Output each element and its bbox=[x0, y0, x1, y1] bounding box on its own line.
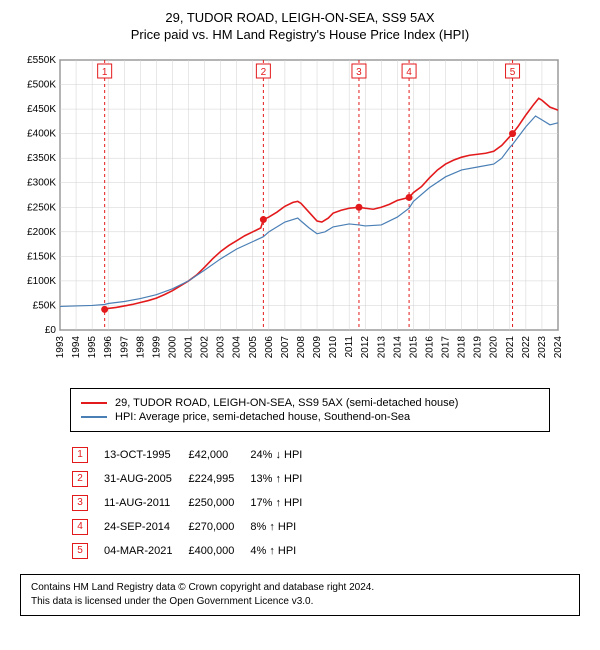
sale-price: £224,995 bbox=[188, 468, 248, 490]
svg-text:2003: 2003 bbox=[216, 336, 227, 359]
svg-text:2016: 2016 bbox=[424, 336, 435, 359]
svg-text:2011: 2011 bbox=[344, 336, 355, 358]
legend-swatch-property bbox=[81, 402, 107, 404]
svg-text:2004: 2004 bbox=[232, 336, 243, 359]
sale-date: 31-AUG-2005 bbox=[104, 468, 186, 490]
price-chart: £0 £50K £100K £150K £200K £250K £300K £350K £400… bbox=[10, 50, 570, 380]
svg-text:£400K: £400K bbox=[27, 129, 56, 140]
svg-text:3: 3 bbox=[356, 67, 362, 78]
sales-row: 2 31-AUG-2005£224,99513% ↑ HPI bbox=[72, 468, 316, 490]
svg-text:2002: 2002 bbox=[200, 336, 211, 359]
svg-text:2024: 2024 bbox=[553, 336, 564, 359]
svg-text:1994: 1994 bbox=[71, 336, 82, 359]
svg-text:2008: 2008 bbox=[296, 336, 307, 359]
svg-text:£350K: £350K bbox=[27, 153, 56, 164]
legend-swatch-hpi bbox=[81, 416, 107, 418]
sale-marker-2: 2 bbox=[72, 471, 88, 487]
sales-row: 3 11-AUG-2011£250,00017% ↑ HPI bbox=[72, 492, 316, 514]
svg-text:2005: 2005 bbox=[248, 336, 259, 359]
svg-text:2000: 2000 bbox=[167, 336, 178, 359]
svg-text:2014: 2014 bbox=[392, 336, 403, 359]
svg-text:1993: 1993 bbox=[55, 336, 66, 359]
svg-text:2020: 2020 bbox=[489, 336, 500, 359]
svg-text:2017: 2017 bbox=[441, 336, 452, 359]
svg-text:2019: 2019 bbox=[473, 336, 484, 359]
sale-marker-1: 1 bbox=[72, 447, 88, 463]
svg-text:£450K: £450K bbox=[27, 104, 56, 115]
svg-text:2009: 2009 bbox=[312, 336, 323, 359]
svg-text:5: 5 bbox=[510, 67, 516, 78]
svg-text:2010: 2010 bbox=[328, 336, 339, 359]
svg-text:2023: 2023 bbox=[537, 336, 548, 359]
sale-price: £42,000 bbox=[188, 444, 248, 466]
svg-text:£300K: £300K bbox=[27, 178, 56, 189]
attribution-footer: Contains HM Land Registry data © Crown c… bbox=[20, 574, 580, 616]
sale-date: 04-MAR-2021 bbox=[104, 540, 186, 562]
footer-line-2: This data is licensed under the Open Gov… bbox=[31, 595, 569, 609]
sale-delta: 24% ↓ HPI bbox=[250, 444, 316, 466]
sale-date: 13-OCT-1995 bbox=[104, 444, 186, 466]
sale-price: £400,000 bbox=[188, 540, 248, 562]
sale-delta: 4% ↑ HPI bbox=[250, 540, 316, 562]
sale-delta: 8% ↑ HPI bbox=[250, 516, 316, 538]
sale-date: 11-AUG-2011 bbox=[104, 492, 186, 514]
svg-text:2012: 2012 bbox=[360, 336, 371, 359]
sale-marker-4: 4 bbox=[72, 519, 88, 535]
svg-text:£100K: £100K bbox=[27, 276, 56, 287]
chart-title-main: 29, TUDOR ROAD, LEIGH-ON-SEA, SS9 5AX bbox=[10, 10, 590, 25]
svg-text:2013: 2013 bbox=[376, 336, 387, 359]
sales-row: 5 04-MAR-2021£400,0004% ↑ HPI bbox=[72, 540, 316, 562]
chart-container: £0 £50K £100K £150K £200K £250K £300K £350K £400… bbox=[10, 50, 590, 380]
legend-row-hpi: HPI: Average price, semi-detached house,… bbox=[81, 411, 539, 423]
svg-text:2021: 2021 bbox=[505, 336, 516, 359]
legend-label-property: 29, TUDOR ROAD, LEIGH-ON-SEA, SS9 5AX (s… bbox=[115, 397, 458, 409]
sales-row: 4 24-SEP-2014£270,0008% ↑ HPI bbox=[72, 516, 316, 538]
svg-text:2018: 2018 bbox=[457, 336, 468, 359]
sale-marker-3: 3 bbox=[72, 495, 88, 511]
svg-text:£250K: £250K bbox=[27, 202, 56, 213]
svg-text:1: 1 bbox=[102, 67, 108, 78]
footer-line-1: Contains HM Land Registry data © Crown c… bbox=[31, 581, 569, 595]
svg-text:2022: 2022 bbox=[521, 336, 532, 359]
svg-text:2006: 2006 bbox=[264, 336, 275, 359]
svg-text:£0: £0 bbox=[45, 325, 57, 336]
svg-text:2: 2 bbox=[261, 67, 267, 78]
legend: 29, TUDOR ROAD, LEIGH-ON-SEA, SS9 5AX (s… bbox=[70, 388, 550, 432]
svg-text:£150K: £150K bbox=[27, 251, 56, 262]
svg-text:£550K: £550K bbox=[27, 55, 56, 66]
sale-delta: 17% ↑ HPI bbox=[250, 492, 316, 514]
svg-text:£50K: £50K bbox=[33, 300, 57, 311]
sale-delta: 13% ↑ HPI bbox=[250, 468, 316, 490]
sale-marker-5: 5 bbox=[72, 543, 88, 559]
chart-title-block: 29, TUDOR ROAD, LEIGH-ON-SEA, SS9 5AX Pr… bbox=[10, 10, 590, 42]
sales-row: 1 13-OCT-1995£42,00024% ↓ HPI bbox=[72, 444, 316, 466]
legend-label-hpi: HPI: Average price, semi-detached house,… bbox=[115, 411, 410, 423]
sale-price: £270,000 bbox=[188, 516, 248, 538]
svg-text:£500K: £500K bbox=[27, 80, 56, 91]
svg-text:1996: 1996 bbox=[103, 336, 114, 359]
svg-text:4: 4 bbox=[406, 67, 412, 78]
svg-text:2001: 2001 bbox=[184, 336, 195, 359]
chart-title-sub: Price paid vs. HM Land Registry's House … bbox=[10, 27, 590, 42]
svg-text:1998: 1998 bbox=[135, 336, 146, 359]
svg-text:£200K: £200K bbox=[27, 227, 56, 238]
svg-text:1995: 1995 bbox=[87, 336, 98, 359]
svg-text:1999: 1999 bbox=[151, 336, 162, 359]
sale-date: 24-SEP-2014 bbox=[104, 516, 186, 538]
svg-text:2015: 2015 bbox=[408, 336, 419, 359]
svg-text:2007: 2007 bbox=[280, 336, 291, 359]
svg-text:1997: 1997 bbox=[119, 336, 130, 359]
legend-row-property: 29, TUDOR ROAD, LEIGH-ON-SEA, SS9 5AX (s… bbox=[81, 397, 539, 409]
sale-price: £250,000 bbox=[188, 492, 248, 514]
sales-table: 1 13-OCT-1995£42,00024% ↓ HPI 2 31-AUG-2005… bbox=[70, 442, 318, 564]
